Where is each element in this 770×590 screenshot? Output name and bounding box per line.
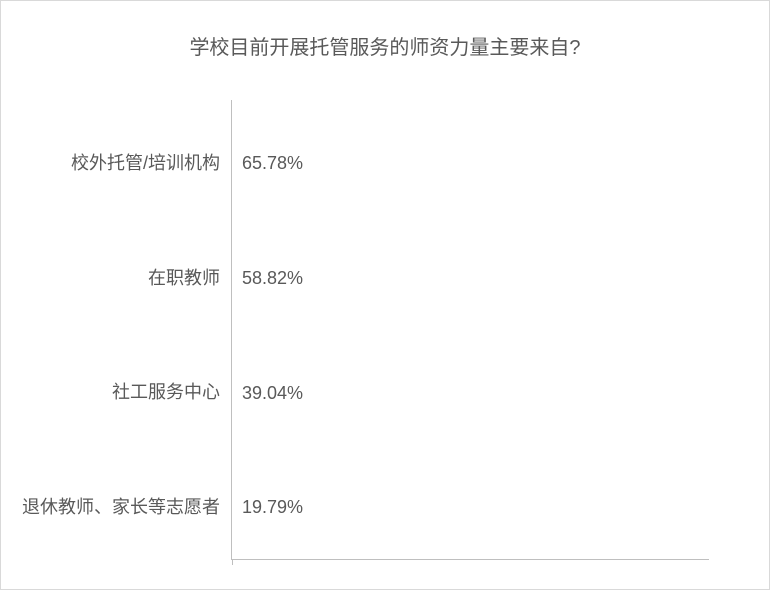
- value-label-0: 65.78%: [242, 153, 303, 174]
- bar-row-2: 社工服务中心 39.04%: [232, 366, 303, 420]
- bar-row-1: 在职教师 58.82%: [232, 251, 303, 305]
- category-label-3: 退休教师、家长等志愿者: [22, 497, 220, 519]
- value-label-1: 58.82%: [242, 268, 303, 289]
- bar-row-0: 校外托管/培训机构 65.78%: [232, 137, 303, 191]
- plot-area: 校外托管/培训机构 65.78% 在职教师 58.82% 社工服务中心 39.0…: [231, 100, 709, 560]
- category-label-2: 社工服务中心: [112, 382, 220, 404]
- value-label-2: 39.04%: [242, 383, 303, 404]
- axis-tick: [232, 559, 233, 565]
- category-label-0: 校外托管/培训机构: [71, 153, 220, 175]
- chart-container: 学校目前开展托管服务的师资力量主要来自? 校外托管/培训机构 65.78% 在职…: [0, 0, 770, 590]
- value-label-3: 19.79%: [242, 497, 303, 518]
- category-label-1: 在职教师: [148, 268, 220, 290]
- chart-title: 学校目前开展托管服务的师资力量主要来自?: [31, 31, 739, 60]
- bar-row-3: 退休教师、家长等志愿者 19.79%: [232, 481, 303, 535]
